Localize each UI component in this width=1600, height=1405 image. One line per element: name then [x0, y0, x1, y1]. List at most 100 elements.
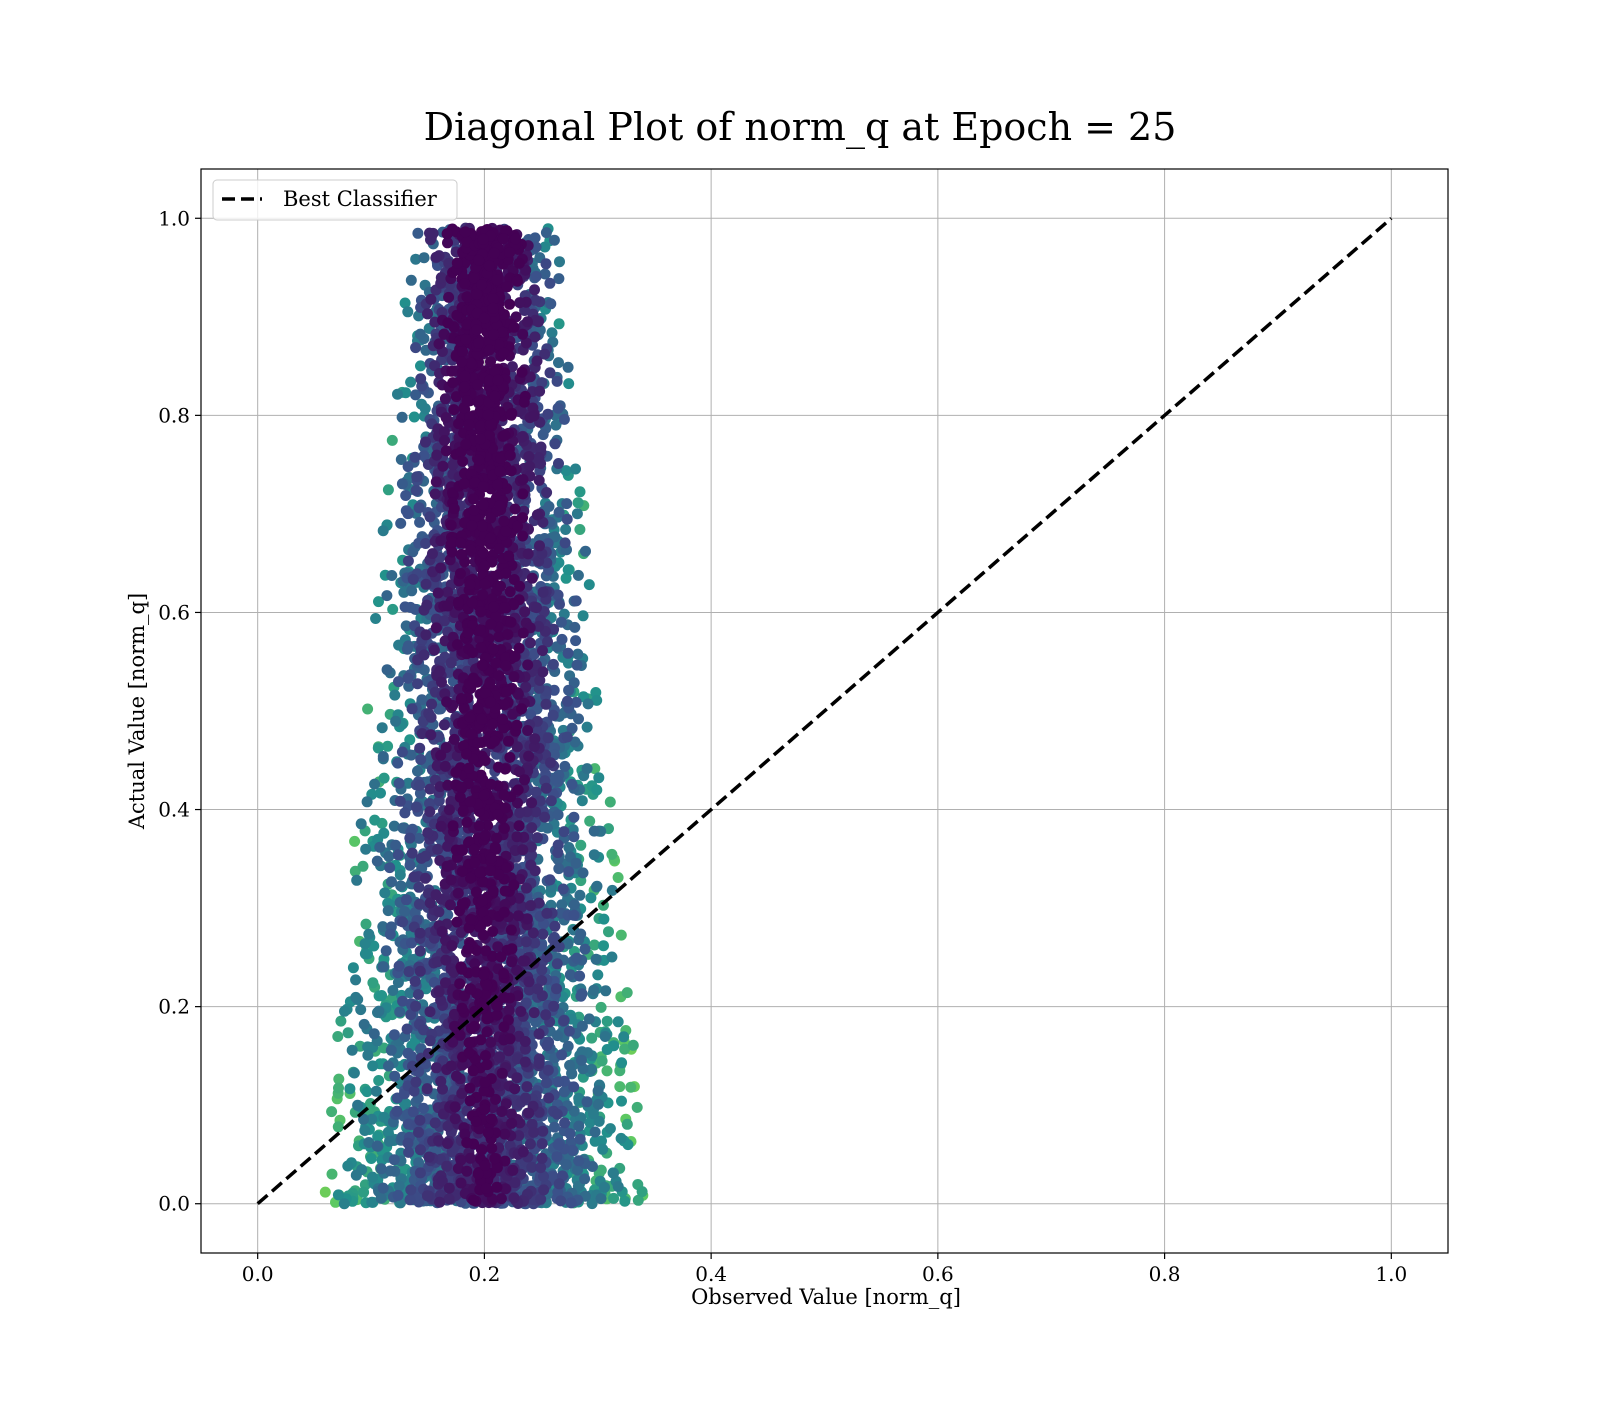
scatter-point: [320, 1187, 331, 1198]
scatter-point: [553, 1076, 564, 1087]
chart-title: Diagonal Plot of norm_q at Epoch = 25: [424, 105, 1177, 150]
scatter-point: [383, 851, 394, 862]
scatter-point: [445, 899, 456, 910]
scatter-point: [496, 1106, 507, 1117]
scatter-point: [403, 640, 414, 651]
scatter-point: [613, 1181, 624, 1192]
scatter-point: [414, 780, 425, 791]
scatter-point: [374, 842, 385, 853]
scatter-point: [399, 807, 410, 818]
scatter-point: [435, 535, 446, 546]
scatter-point: [616, 1133, 627, 1144]
scatter-point: [375, 788, 386, 799]
scatter-point: [411, 1077, 422, 1088]
scatter-point: [586, 1033, 597, 1044]
scatter-point: [348, 962, 359, 973]
scatter-point: [600, 985, 611, 996]
scatter-point: [584, 816, 595, 827]
scatter-point: [432, 844, 443, 855]
scatter-point: [541, 227, 552, 238]
scatter-point: [521, 936, 532, 947]
scatter-point: [578, 867, 589, 878]
scatter-point: [537, 929, 548, 940]
scatter-point: [414, 1115, 425, 1126]
scatter-point: [529, 410, 540, 421]
scatter-point: [543, 732, 554, 743]
scatter-point: [386, 570, 397, 581]
scatter-point: [412, 766, 423, 777]
scatter-point: [574, 524, 585, 535]
scatter-point: [335, 1016, 346, 1027]
scatter-point: [333, 1083, 344, 1094]
scatter-point: [600, 1031, 611, 1042]
scatter-point: [397, 916, 408, 927]
scatter-point: [436, 272, 447, 283]
scatter-point: [397, 412, 408, 423]
scatter-point: [523, 751, 534, 762]
scatter-point: [569, 622, 580, 633]
scatter-point: [422, 1083, 433, 1094]
scatter-point: [406, 585, 417, 596]
scatter-point: [343, 1027, 354, 1038]
scatter-point: [424, 1152, 435, 1163]
scatter-point: [588, 985, 599, 996]
scatter-point: [555, 1195, 566, 1206]
scatter-point: [632, 1102, 643, 1113]
scatter-point: [622, 1119, 633, 1130]
scatter-point: [435, 1076, 446, 1087]
scatter-point: [394, 1007, 405, 1018]
scatter-point: [532, 984, 543, 995]
scatter-point: [520, 1036, 531, 1047]
scatter-point: [596, 1002, 607, 1013]
scatter-point: [332, 1031, 343, 1042]
scatter-point: [426, 699, 437, 710]
scatter-point: [526, 822, 537, 833]
scatter-point: [557, 634, 568, 645]
scatter-point: [512, 831, 523, 842]
scatter-point: [530, 295, 541, 306]
scatter-point: [552, 1030, 563, 1041]
scatter-point: [342, 1161, 353, 1172]
scatter-point: [418, 1103, 429, 1114]
scatter-point: [414, 517, 425, 528]
scatter-point: [582, 722, 593, 733]
scatter-point: [573, 713, 584, 724]
scatter-point: [524, 976, 535, 987]
scatter-point: [361, 919, 372, 930]
scatter-point: [405, 860, 416, 871]
scatter-point: [378, 961, 389, 972]
scatter-point: [549, 1122, 560, 1133]
scatter-point: [523, 548, 534, 559]
scatter-point: [378, 1183, 389, 1194]
scatter-point: [564, 1026, 575, 1037]
scatter-point: [563, 378, 574, 389]
scatter-point: [562, 514, 573, 525]
scatter-point: [420, 629, 431, 640]
scatter-point: [537, 1153, 548, 1164]
scatter-point: [422, 827, 433, 838]
scatter-point: [442, 861, 453, 872]
scatter-point: [362, 1050, 373, 1061]
scatter-point: [546, 795, 557, 806]
scatter-point: [509, 1083, 520, 1094]
scatter-point: [451, 1071, 462, 1082]
scatter-point: [525, 900, 536, 911]
scatter-point: [534, 1028, 545, 1039]
scatter-point: [397, 747, 408, 758]
scatter-point: [560, 537, 571, 548]
scatter-point: [580, 944, 591, 955]
scatter-point: [384, 862, 395, 873]
scatter-point: [436, 677, 447, 688]
scatter-point: [605, 797, 616, 808]
scatter-point: [535, 1194, 546, 1205]
scatter-point: [565, 1128, 576, 1139]
scatter-point: [367, 1172, 378, 1183]
scatter-point: [523, 1108, 534, 1119]
scatter-point: [373, 1006, 384, 1017]
scatter-point: [389, 690, 400, 701]
scatter-point: [408, 574, 419, 585]
scatter-points: [320, 223, 649, 1210]
scatter-point: [442, 601, 453, 612]
scatter-point: [403, 966, 414, 977]
scatter-point: [403, 673, 414, 684]
